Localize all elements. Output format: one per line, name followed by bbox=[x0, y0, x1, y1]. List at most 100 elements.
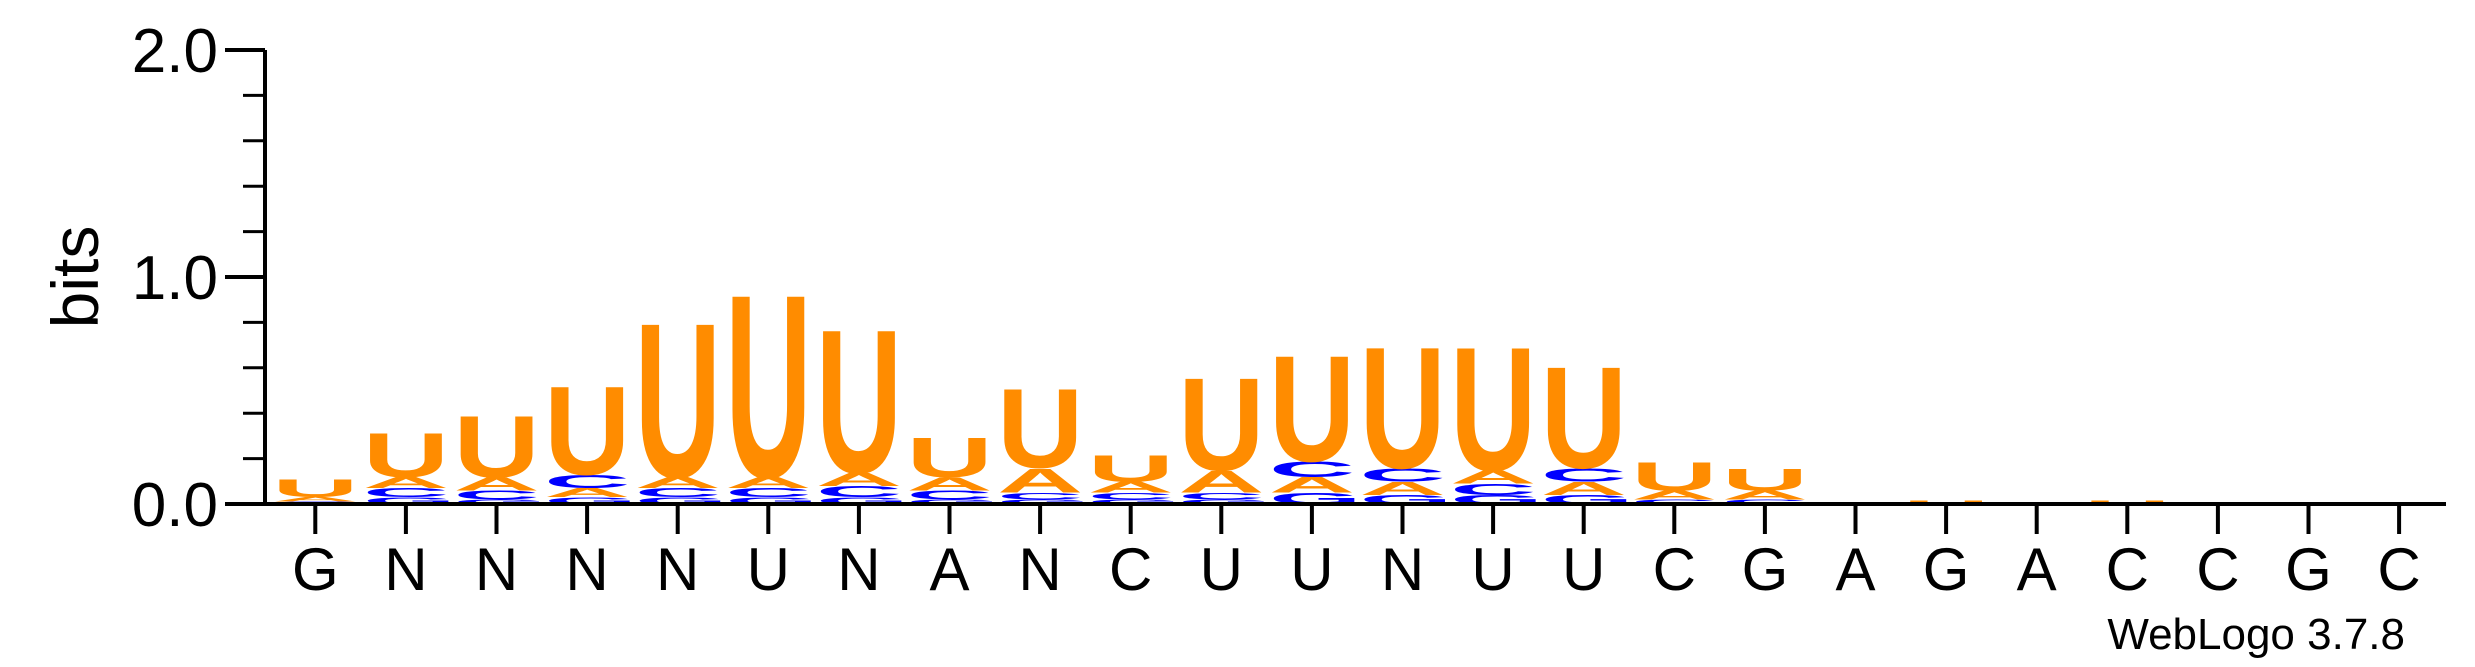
logo-letter-a: A bbox=[635, 474, 721, 492]
x-tick-label: G bbox=[2285, 536, 2332, 603]
logo-letter-a: A bbox=[816, 469, 902, 490]
logo-letter-u: U bbox=[1088, 447, 1174, 489]
logo-letter-c: C bbox=[725, 486, 811, 500]
logo-letter-c: C bbox=[363, 486, 449, 500]
logo-letter-a: A bbox=[454, 474, 540, 495]
logo-letter-u: U bbox=[635, 277, 721, 525]
y-axis-ticks: 0.0 1.0 2.0 bbox=[132, 17, 265, 540]
logo-letter-g: G bbox=[363, 495, 456, 506]
logo-letter-u: U bbox=[2084, 500, 2170, 504]
logo-letter-c: C bbox=[907, 488, 993, 502]
logo-letter-c: C bbox=[997, 491, 1083, 502]
x-tick-label: C bbox=[2106, 536, 2149, 603]
x-tick-label: U bbox=[1471, 536, 1514, 603]
logo-letter-c: C bbox=[816, 483, 902, 501]
y-tick-label: 0.0 bbox=[132, 471, 218, 540]
logo-letter-u: U bbox=[544, 362, 630, 503]
logo-letter-a: A bbox=[1178, 464, 1264, 499]
logo-letter-g: G bbox=[907, 498, 1000, 505]
logo-letter-a: A bbox=[544, 486, 630, 500]
logo-letter-g: G bbox=[635, 495, 728, 506]
logo-letter-u: U bbox=[725, 241, 811, 533]
logo-letter-g: G bbox=[997, 498, 1090, 505]
logo-letter-c: C bbox=[1541, 464, 1627, 485]
letter-stacks: CAUGCAUGCAUGACUGCAUGCAUGCAUGCAUGCAUGCAUG… bbox=[272, 241, 2170, 533]
x-tick-label: N bbox=[1381, 536, 1424, 603]
logo-letter-g: G bbox=[816, 495, 909, 506]
x-tick-label: N bbox=[837, 536, 880, 603]
logo-letter-c: C bbox=[1631, 498, 1717, 505]
stack-column-17: CAU bbox=[1722, 462, 1808, 505]
x-tick-label: C bbox=[1653, 536, 1696, 603]
logo-letter-a: A bbox=[1088, 479, 1174, 497]
logo-letter-g: G bbox=[725, 495, 818, 506]
logo-letter-c: C bbox=[1722, 498, 1808, 505]
x-tick-label: U bbox=[1562, 536, 1605, 603]
x-tick-label: N bbox=[475, 536, 518, 603]
x-tick-label: A bbox=[1835, 536, 1875, 603]
logo-letter-g: G bbox=[1088, 498, 1181, 505]
logo-letter-c: C bbox=[544, 471, 630, 492]
logo-letter-a: A bbox=[1541, 478, 1627, 499]
x-tick-label: N bbox=[1018, 536, 1061, 603]
logo-letter-a: A bbox=[363, 474, 449, 492]
logo-letter-u: U bbox=[454, 398, 540, 496]
x-tick-label: C bbox=[2377, 536, 2420, 603]
y-tick-label: 1.0 bbox=[132, 244, 218, 313]
logo-letter-a: A bbox=[1631, 488, 1717, 502]
x-tick-label: N bbox=[656, 536, 699, 603]
x-tick-label: U bbox=[747, 536, 790, 603]
logo-letter-u: U bbox=[1269, 324, 1355, 493]
logo-letter-u: U bbox=[1903, 500, 1989, 504]
logo-letter-u: U bbox=[272, 475, 358, 503]
logo-letter-g: G bbox=[454, 498, 547, 505]
logo-letter-g: G bbox=[1178, 498, 1271, 505]
logo-letter-u: U bbox=[1541, 338, 1627, 500]
logo-letter-u: U bbox=[997, 365, 1083, 492]
logo-letter-a: A bbox=[997, 461, 1083, 500]
y-axis-label: bits bbox=[38, 226, 112, 329]
logo-letter-g: G bbox=[544, 495, 637, 506]
x-tick-label: N bbox=[565, 536, 608, 603]
logo-letter-c: C bbox=[1178, 491, 1264, 502]
logo-letter-c: C bbox=[1088, 491, 1174, 502]
stack-column-1: CAU bbox=[272, 475, 358, 505]
logo-letter-c: C bbox=[454, 488, 540, 502]
logo-letter-a: A bbox=[1269, 473, 1355, 498]
x-tick-label: G bbox=[1742, 536, 1789, 603]
logo-letter-u: U bbox=[1360, 310, 1446, 504]
logo-letter-c: C bbox=[1360, 464, 1446, 485]
logo-letter-u: U bbox=[1178, 350, 1264, 498]
logo-letter-a: A bbox=[907, 474, 993, 495]
logo-letter-c: C bbox=[635, 486, 721, 500]
x-tick-label: A bbox=[2017, 536, 2057, 603]
x-tick-label: N bbox=[384, 536, 427, 603]
x-tick-label: C bbox=[2196, 536, 2239, 603]
logo-letter-u: U bbox=[1631, 453, 1717, 499]
logo-letter-a: A bbox=[725, 474, 811, 492]
logo-letter-u: U bbox=[1722, 462, 1808, 497]
logo-letter-c: C bbox=[1450, 481, 1536, 499]
x-tick-label: G bbox=[1923, 536, 1970, 603]
x-tick-label: U bbox=[1200, 536, 1243, 603]
logo-letter-u: U bbox=[363, 421, 449, 491]
weblogo-credit: WebLogo 3.7.8 bbox=[2107, 610, 2405, 659]
logo-letter-u: U bbox=[907, 425, 993, 489]
y-tick-label: 2.0 bbox=[132, 17, 218, 86]
